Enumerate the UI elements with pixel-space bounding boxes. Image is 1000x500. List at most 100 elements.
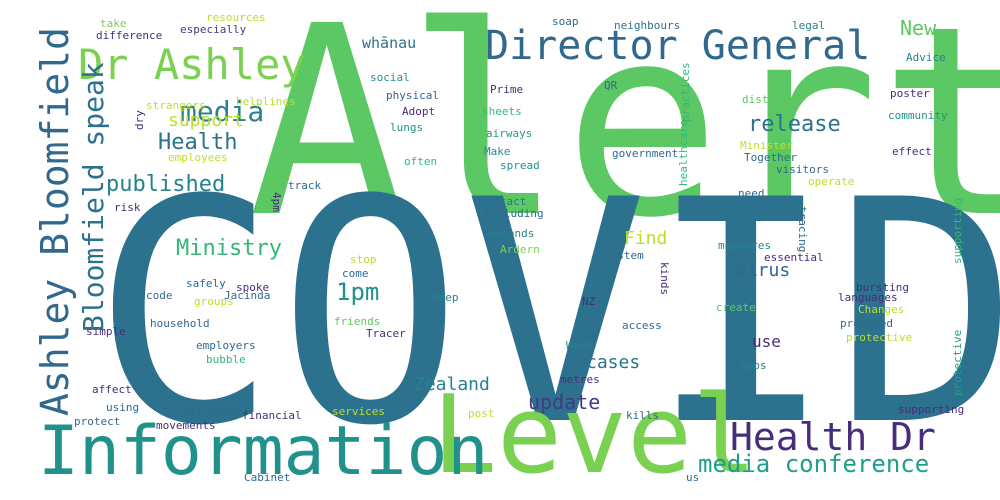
- word-visitors: operate: [808, 175, 855, 188]
- word-make: Make: [484, 145, 511, 158]
- word-effect: effect: [892, 145, 932, 158]
- word-health: Health: [158, 130, 238, 155]
- word-government: visitors: [776, 163, 829, 176]
- word-come: come: [342, 267, 369, 280]
- word-dry: helplines: [236, 95, 296, 108]
- word-seconds: seconds: [488, 227, 535, 240]
- word-essential: create: [716, 301, 756, 314]
- word-post: kills: [626, 409, 660, 422]
- word-nz: kinds: [658, 262, 671, 296]
- word-different: financial: [242, 409, 302, 422]
- word-cases: cases: [586, 352, 641, 373]
- word-practices: practices: [679, 62, 692, 122]
- word-system: System: [604, 249, 644, 262]
- word-provided: supporting: [898, 403, 965, 416]
- word-affect: using: [106, 401, 140, 414]
- word-adopt: Adopt: [402, 105, 436, 118]
- word-information: Information: [38, 412, 489, 491]
- word-director-general: Director General: [485, 23, 871, 69]
- word-simple: employers: [196, 339, 256, 352]
- word-contact: contact: [480, 195, 527, 208]
- word-together: Together: [744, 151, 797, 164]
- word-bursting: Changes: [858, 303, 905, 316]
- word-employers: bubble: [206, 353, 246, 366]
- word-measures: tracing: [796, 206, 809, 253]
- word-sheets: sheets: [482, 105, 522, 118]
- word-support: support: [168, 110, 244, 131]
- word-covid: COVID: [92, 134, 1000, 493]
- word-access: measures: [718, 239, 771, 252]
- word-difference: difference: [96, 29, 163, 42]
- word-protect: different: [182, 405, 242, 418]
- word-financial: movements: [156, 419, 216, 432]
- word-new: New: [900, 16, 937, 40]
- word-kinds: essential: [764, 251, 824, 264]
- word-find: Find: [624, 228, 668, 249]
- word-using: protect: [74, 415, 121, 428]
- word-legal: legal: [792, 19, 826, 32]
- word-advice: Advice: [906, 51, 946, 64]
- word-safely: safely: [186, 277, 226, 290]
- word-prime: Prime: [490, 83, 524, 96]
- word-changes: protective: [846, 331, 913, 344]
- word-update: update: [528, 390, 601, 414]
- word-airways: airways: [486, 127, 533, 140]
- word-published: published: [106, 172, 226, 197]
- word-wash: Keep: [432, 291, 459, 304]
- word-qr: QR: [604, 79, 618, 92]
- word-lungs: lungs: [390, 121, 424, 134]
- word-neighbours: neighbours: [614, 19, 681, 32]
- word-bloomfield-speak: Bloomfield speak: [77, 62, 110, 332]
- word-ministry: Ministry: [176, 236, 282, 261]
- word-spoke: spoke: [236, 281, 270, 294]
- word-friends: friends: [334, 315, 381, 328]
- word-track: 4pm: [270, 192, 283, 212]
- word-4pm: risk: [114, 201, 141, 214]
- word-tells: access: [622, 319, 662, 332]
- word-employees: track: [288, 179, 322, 192]
- word-spread: spread: [500, 159, 540, 172]
- word-community: community: [888, 109, 948, 122]
- word-whanau: whānau: [362, 34, 417, 52]
- word-physical: physical: [386, 89, 439, 102]
- word-strangers: employees: [168, 151, 228, 164]
- word-1pm: 1pm: [336, 278, 380, 306]
- word-media: media: [180, 95, 265, 128]
- word-operate: government: [612, 147, 679, 160]
- word-jacinda: Jacinda: [224, 289, 271, 302]
- word-dr-ashley: Dr Ashley: [78, 40, 306, 89]
- word-zealand: Zealand: [414, 374, 490, 395]
- word-movements: services: [332, 405, 385, 418]
- word-helplines: strangers: [146, 99, 206, 112]
- word-metres: Wash: [566, 339, 593, 352]
- word-us: apps: [740, 359, 767, 372]
- word-create: languages: [838, 291, 898, 304]
- word-often: often: [404, 155, 438, 168]
- word-code: code: [146, 289, 173, 302]
- word-take: take: [100, 17, 127, 30]
- word-need: need: [738, 187, 765, 200]
- word-soap: soap: [552, 15, 579, 28]
- word-release: release: [748, 112, 841, 137]
- word-health-dr: Health Dr: [730, 415, 936, 459]
- word-use: use: [752, 332, 781, 351]
- word-tracer: NZ: [582, 295, 596, 308]
- word-keep: simple: [86, 325, 126, 338]
- word-stop: stop: [350, 253, 377, 266]
- word-household: household: [150, 317, 210, 330]
- word-healthcare: healthcare: [677, 119, 690, 186]
- word-poster: poster: [890, 87, 930, 100]
- word-tracing: bursting: [856, 281, 909, 294]
- word-ardern: Ardern: [500, 243, 540, 256]
- word-media-conference: media conference: [698, 450, 930, 478]
- word-distance: distance: [742, 93, 795, 106]
- word-supporting: supporting: [951, 197, 964, 264]
- word-ashley-bloomfield: Ashley Bloomfield: [33, 27, 77, 416]
- word-including: including: [484, 207, 544, 220]
- word-bubble: affect: [92, 383, 132, 396]
- word-kills: metres: [560, 373, 600, 386]
- word-level: Level: [432, 373, 758, 498]
- word-risk: dry: [133, 110, 146, 130]
- word-minister: Minister: [740, 139, 793, 152]
